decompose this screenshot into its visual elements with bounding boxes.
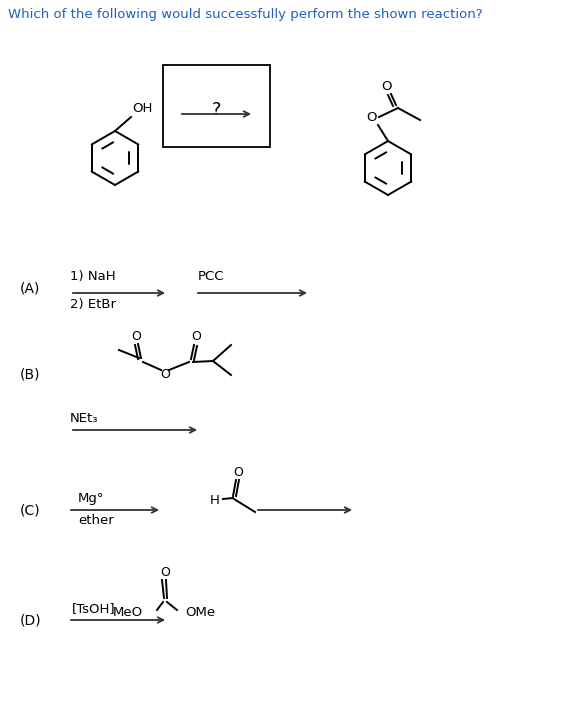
Text: H: H bbox=[210, 494, 220, 508]
Text: O: O bbox=[160, 369, 170, 381]
Text: [TsOH]: [TsOH] bbox=[72, 602, 115, 615]
Text: O: O bbox=[191, 331, 201, 343]
Text: MeO: MeO bbox=[113, 606, 143, 618]
Text: O: O bbox=[366, 111, 377, 124]
Text: O: O bbox=[382, 79, 392, 93]
Text: O: O bbox=[131, 329, 141, 343]
Text: ether: ether bbox=[78, 514, 114, 527]
Text: Which of the following would successfully perform the shown reaction?: Which of the following would successfull… bbox=[8, 8, 482, 21]
Text: OH: OH bbox=[132, 102, 152, 115]
Text: OMe: OMe bbox=[185, 606, 215, 618]
Text: (B): (B) bbox=[20, 368, 40, 382]
Text: (C): (C) bbox=[20, 503, 40, 517]
Text: ?: ? bbox=[212, 101, 221, 119]
Text: (D): (D) bbox=[20, 613, 42, 627]
Text: O: O bbox=[233, 465, 243, 479]
Text: PCC: PCC bbox=[198, 270, 224, 283]
Text: 1) NaH: 1) NaH bbox=[70, 270, 115, 283]
Text: O: O bbox=[160, 566, 170, 578]
Bar bbox=[163, 65, 270, 147]
Text: 2) EtBr: 2) EtBr bbox=[70, 298, 116, 311]
Text: (A): (A) bbox=[20, 282, 40, 296]
Text: NEt₃: NEt₃ bbox=[70, 412, 99, 425]
Text: Mg°: Mg° bbox=[78, 492, 104, 505]
